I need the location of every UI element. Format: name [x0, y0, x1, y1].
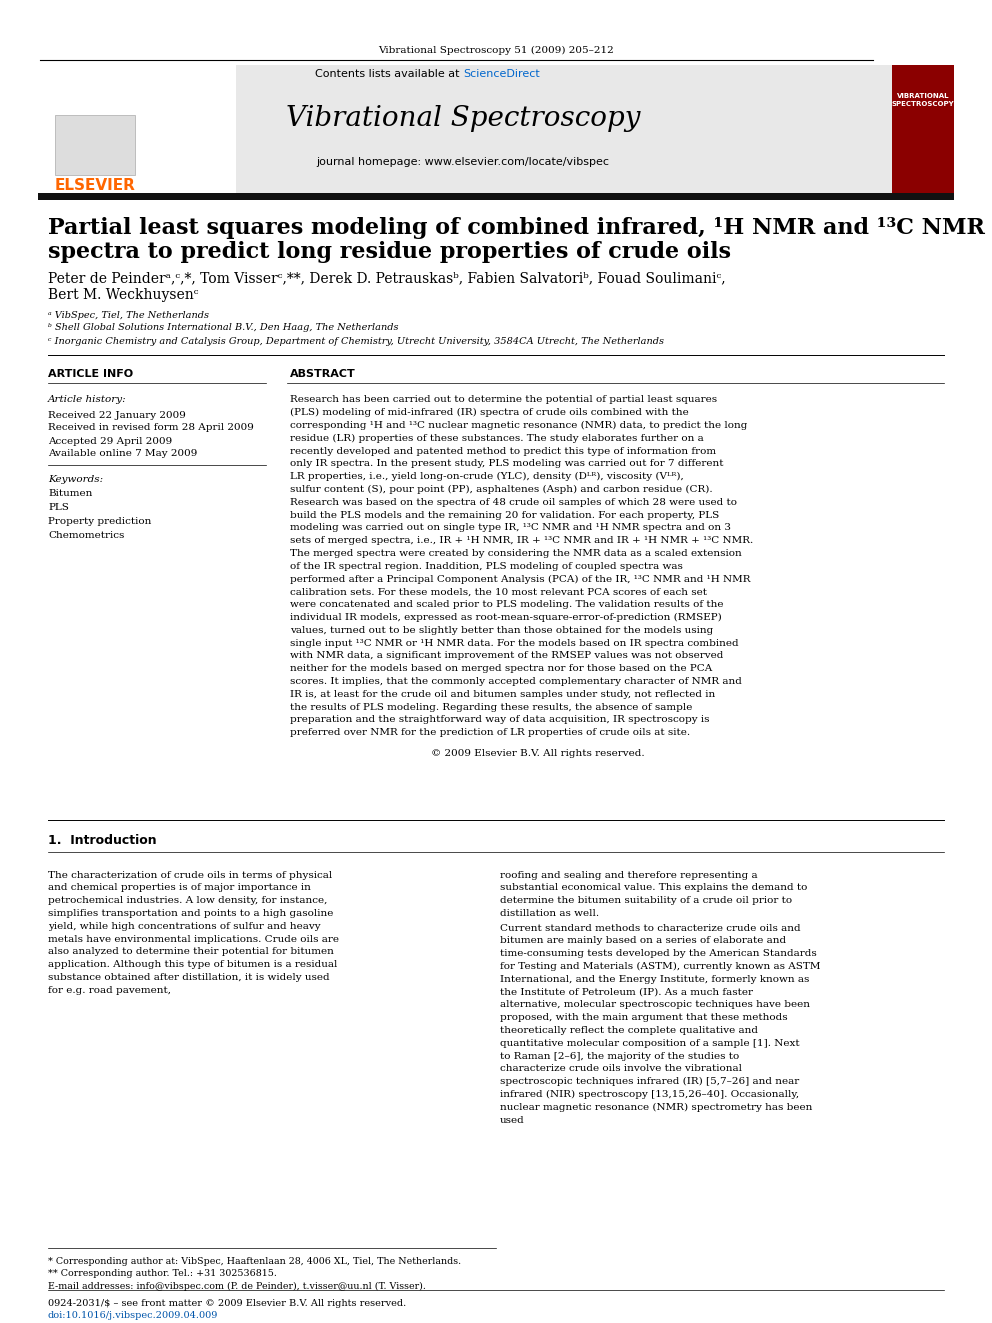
Text: of the IR spectral region. Inaddition, PLS modeling of coupled spectra was: of the IR spectral region. Inaddition, P… — [290, 562, 682, 572]
Text: The merged spectra were created by considering the NMR data as a scaled extensio: The merged spectra were created by consi… — [290, 549, 742, 558]
Text: application. Although this type of bitumen is a residual: application. Although this type of bitum… — [48, 960, 337, 970]
Text: yield, while high concentrations of sulfur and heavy: yield, while high concentrations of sulf… — [48, 922, 320, 930]
Text: preferred over NMR for the prediction of LR properties of crude oils at site.: preferred over NMR for the prediction of… — [290, 728, 690, 737]
Text: Vibrational Spectroscopy: Vibrational Spectroscopy — [286, 105, 640, 131]
Text: 0924-2031/$ – see front matter © 2009 Elsevier B.V. All rights reserved.: 0924-2031/$ – see front matter © 2009 El… — [48, 1298, 407, 1307]
Text: ELSEVIER: ELSEVIER — [55, 177, 136, 193]
Text: Current standard methods to characterize crude oils and: Current standard methods to characterize… — [500, 923, 801, 933]
Text: Chemometrics: Chemometrics — [48, 532, 124, 541]
Text: individual IR models, expressed as root-mean-square-error-of-prediction (RMSEP): individual IR models, expressed as root-… — [290, 613, 722, 622]
Text: proposed, with the main argument that these methods: proposed, with the main argument that th… — [500, 1013, 788, 1023]
Text: E-mail addresses: info@vibspec.com (P. de Peinder), t.visser@uu.nl (T. Visser).: E-mail addresses: info@vibspec.com (P. d… — [48, 1282, 426, 1290]
Text: spectra to predict long residue properties of crude oils: spectra to predict long residue properti… — [48, 241, 731, 263]
Text: substantial economical value. This explains the demand to: substantial economical value. This expla… — [500, 884, 807, 892]
Text: calibration sets. For these models, the 10 most relevant PCA scores of each set: calibration sets. For these models, the … — [290, 587, 707, 597]
Text: IR is, at least for the crude oil and bitumen samples under study, not reflected: IR is, at least for the crude oil and bi… — [290, 689, 715, 699]
Text: preparation and the straightforward way of data acquisition, IR spectroscopy is: preparation and the straightforward way … — [290, 716, 709, 725]
Text: substance obtained after distillation, it is widely used: substance obtained after distillation, i… — [48, 972, 329, 982]
Text: ** Corresponding author. Tel.: +31 302536815.: ** Corresponding author. Tel.: +31 30253… — [48, 1270, 277, 1278]
Text: Bert M. Weckhuysenᶜ: Bert M. Weckhuysenᶜ — [48, 288, 198, 302]
Text: ScienceDirect: ScienceDirect — [463, 69, 540, 79]
Text: spectroscopic techniques infrared (IR) [5,7–26] and near: spectroscopic techniques infrared (IR) [… — [500, 1077, 800, 1086]
Text: Research has been carried out to determine the potential of partial least square: Research has been carried out to determi… — [290, 396, 717, 405]
Text: neither for the models based on merged spectra nor for those based on the PCA: neither for the models based on merged s… — [290, 664, 712, 673]
Text: used: used — [500, 1115, 525, 1125]
FancyBboxPatch shape — [38, 193, 954, 200]
Text: metals have environmental implications. Crude oils are: metals have environmental implications. … — [48, 934, 339, 943]
Text: © 2009 Elsevier B.V. All rights reserved.: © 2009 Elsevier B.V. All rights reserved… — [432, 749, 645, 758]
Text: simplifies transportation and points to a high gasoline: simplifies transportation and points to … — [48, 909, 333, 918]
Text: ᵃ VibSpec, Tiel, The Netherlands: ᵃ VibSpec, Tiel, The Netherlands — [48, 311, 209, 319]
Text: determine the bitumen suitability of a crude oil prior to: determine the bitumen suitability of a c… — [500, 896, 793, 905]
Text: recently developed and patented method to predict this type of information from: recently developed and patented method t… — [290, 447, 716, 455]
Text: characterize crude oils involve the vibrational: characterize crude oils involve the vibr… — [500, 1065, 742, 1073]
Text: roofing and sealing and therefore representing a: roofing and sealing and therefore repres… — [500, 871, 758, 880]
Text: The characterization of crude oils in terms of physical: The characterization of crude oils in te… — [48, 871, 332, 880]
Text: ᵇ Shell Global Solutions International B.V., Den Haag, The Netherlands: ᵇ Shell Global Solutions International B… — [48, 324, 399, 332]
Text: Keywords:: Keywords: — [48, 475, 103, 484]
Text: modeling was carried out on single type IR, ¹³C NMR and ¹H NMR spectra and on 3: modeling was carried out on single type … — [290, 524, 731, 532]
Text: also analyzed to determine their potential for bitumen: also analyzed to determine their potenti… — [48, 947, 334, 957]
Text: theoretically reflect the complete qualitative and: theoretically reflect the complete quali… — [500, 1027, 758, 1035]
Text: PLS: PLS — [48, 504, 68, 512]
Text: quantitative molecular composition of a sample [1]. Next: quantitative molecular composition of a … — [500, 1039, 800, 1048]
Text: with NMR data, a significant improvement of the RMSEP values was not observed: with NMR data, a significant improvement… — [290, 651, 723, 660]
Text: time-consuming tests developed by the American Standards: time-consuming tests developed by the Am… — [500, 950, 816, 958]
Text: nuclear magnetic resonance (NMR) spectrometry has been: nuclear magnetic resonance (NMR) spectro… — [500, 1103, 812, 1111]
Text: for e.g. road pavement,: for e.g. road pavement, — [48, 986, 171, 995]
Text: Contents lists available at: Contents lists available at — [315, 69, 463, 79]
Text: LR properties, i.e., yield long-on-crude (YLC), density (Dᴸᴿ), viscosity (Vᴸᴿ),: LR properties, i.e., yield long-on-crude… — [290, 472, 683, 482]
Text: distillation as well.: distillation as well. — [500, 909, 599, 918]
Text: performed after a Principal Component Analysis (PCA) of the IR, ¹³C NMR and ¹H N: performed after a Principal Component An… — [290, 574, 751, 583]
Text: sets of merged spectra, i.e., IR + ¹H NMR, IR + ¹³C NMR and IR + ¹H NMR + ¹³C NM: sets of merged spectra, i.e., IR + ¹H NM… — [290, 536, 753, 545]
Text: alternative, molecular spectroscopic techniques have been: alternative, molecular spectroscopic tec… — [500, 1000, 810, 1009]
Text: ARTICLE INFO: ARTICLE INFO — [48, 369, 133, 378]
Text: Received in revised form 28 April 2009: Received in revised form 28 April 2009 — [48, 423, 254, 433]
Text: Partial least squares modeling of combined infrared, ¹H NMR and ¹³C NMR: Partial least squares modeling of combin… — [48, 217, 985, 239]
Text: ABSTRACT: ABSTRACT — [290, 369, 356, 378]
Text: Vibrational Spectroscopy 51 (2009) 205–212: Vibrational Spectroscopy 51 (2009) 205–2… — [378, 45, 614, 54]
FancyBboxPatch shape — [38, 65, 892, 193]
Text: Peter de Peinderᵃ,ᶜ,*, Tom Visserᶜ,**, Derek D. Petrauskasᵇ, Fabien Salvatoriᵇ, : Peter de Peinderᵃ,ᶜ,*, Tom Visserᶜ,**, D… — [48, 271, 725, 284]
Text: only IR spectra. In the present study, PLS modeling was carried out for 7 differ: only IR spectra. In the present study, P… — [290, 459, 723, 468]
Text: journal homepage: www.elsevier.com/locate/vibspec: journal homepage: www.elsevier.com/locat… — [316, 157, 609, 167]
Text: corresponding ¹H and ¹³C nuclear magnetic resonance (NMR) data, to predict the l: corresponding ¹H and ¹³C nuclear magneti… — [290, 421, 747, 430]
Text: 1.  Introduction: 1. Introduction — [48, 833, 157, 847]
Text: single input ¹³C NMR or ¹H NMR data. For the models based on IR spectra combined: single input ¹³C NMR or ¹H NMR data. For… — [290, 639, 739, 648]
FancyBboxPatch shape — [55, 115, 135, 175]
Text: bitumen are mainly based on a series of elaborate and: bitumen are mainly based on a series of … — [500, 937, 786, 946]
FancyBboxPatch shape — [38, 65, 236, 193]
Text: the results of PLS modeling. Regarding these results, the absence of sample: the results of PLS modeling. Regarding t… — [290, 703, 692, 712]
Text: infrared (NIR) spectroscopy [13,15,26–40]. Occasionally,: infrared (NIR) spectroscopy [13,15,26–40… — [500, 1090, 800, 1099]
Text: petrochemical industries. A low density, for instance,: petrochemical industries. A low density,… — [48, 896, 327, 905]
Text: * Corresponding author at: VibSpec, Haaftenlaan 28, 4006 XL, Tiel, The Netherlan: * Corresponding author at: VibSpec, Haaf… — [48, 1257, 461, 1266]
Text: Article history:: Article history: — [48, 396, 127, 405]
FancyBboxPatch shape — [892, 65, 954, 193]
Text: VIBRATIONAL
SPECTROSCOPY: VIBRATIONAL SPECTROSCOPY — [892, 93, 954, 107]
Text: values, turned out to be slightly better than those obtained for the models usin: values, turned out to be slightly better… — [290, 626, 713, 635]
Text: doi:10.1016/j.vibspec.2009.04.009: doi:10.1016/j.vibspec.2009.04.009 — [48, 1311, 218, 1319]
Text: residue (LR) properties of these substances. The study elaborates further on a: residue (LR) properties of these substan… — [290, 434, 703, 443]
Text: for Testing and Materials (ASTM), currently known as ASTM: for Testing and Materials (ASTM), curren… — [500, 962, 820, 971]
Text: International, and the Energy Institute, formerly known as: International, and the Energy Institute,… — [500, 975, 809, 984]
Text: sulfur content (S), pour point (PP), asphaltenes (Asph) and carbon residue (CR).: sulfur content (S), pour point (PP), asp… — [290, 486, 712, 495]
Text: scores. It implies, that the commonly accepted complementary character of NMR an: scores. It implies, that the commonly ac… — [290, 677, 742, 687]
Text: were concatenated and scaled prior to PLS modeling. The validation results of th: were concatenated and scaled prior to PL… — [290, 601, 723, 610]
Text: Received 22 January 2009: Received 22 January 2009 — [48, 410, 186, 419]
Text: the Institute of Petroleum (IP). As a much faster: the Institute of Petroleum (IP). As a mu… — [500, 988, 753, 996]
Text: Research was based on the spectra of 48 crude oil samples of which 28 were used : Research was based on the spectra of 48 … — [290, 497, 737, 507]
Text: to Raman [2–6], the majority of the studies to: to Raman [2–6], the majority of the stud… — [500, 1052, 739, 1061]
Text: Available online 7 May 2009: Available online 7 May 2009 — [48, 450, 197, 459]
Text: ᶜ Inorganic Chemistry and Catalysis Group, Department of Chemistry, Utrecht Univ: ᶜ Inorganic Chemistry and Catalysis Grou… — [48, 336, 664, 345]
Text: Bitumen: Bitumen — [48, 490, 92, 499]
Text: (PLS) modeling of mid-infrared (IR) spectra of crude oils combined with the: (PLS) modeling of mid-infrared (IR) spec… — [290, 409, 688, 417]
Text: Property prediction: Property prediction — [48, 517, 152, 527]
Text: Accepted 29 April 2009: Accepted 29 April 2009 — [48, 437, 173, 446]
Text: build the PLS models and the remaining 20 for validation. For each property, PLS: build the PLS models and the remaining 2… — [290, 511, 719, 520]
Text: and chemical properties is of major importance in: and chemical properties is of major impo… — [48, 884, 310, 892]
